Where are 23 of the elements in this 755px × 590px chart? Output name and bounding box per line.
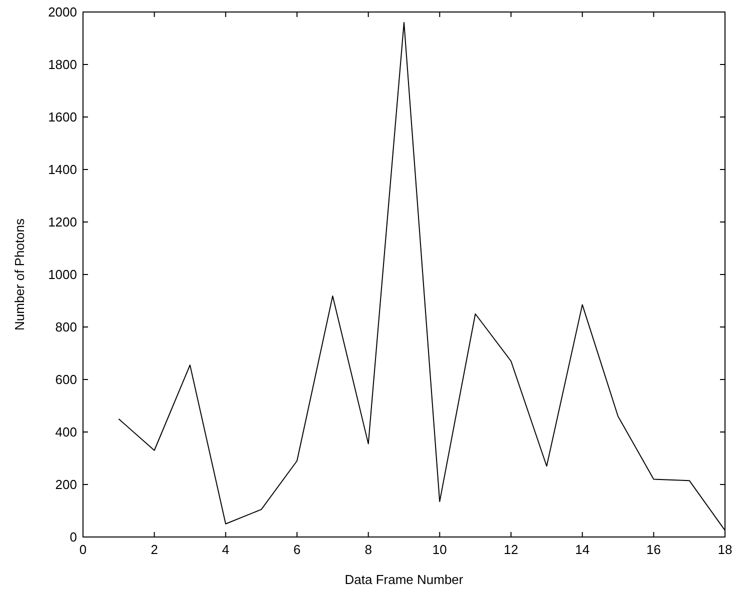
y-tick-label: 0 [70,530,77,544]
y-tick-label: 400 [55,424,77,440]
y-tick-label: 800 [55,320,77,334]
y-tick-label: 1000 [48,267,77,282]
x-tick-label: 10 [432,542,447,557]
y-tick-label: 200 [55,477,77,492]
y-tick-label: 1400 [48,162,77,177]
x-tick-label: 16 [646,542,661,557]
x-tick-label: 12 [504,542,518,557]
x-tick-label: 2 [150,542,158,557]
x-tick-label: 0 [79,542,87,557]
x-tick-label: 6 [293,542,301,557]
x-tick-label: 14 [575,542,590,557]
x-tick-label: 18 [718,542,732,557]
x-axis-title: Data Frame Number [344,572,464,587]
y-tick-label: 2000 [48,4,77,20]
y-tick-label: 1800 [48,57,77,72]
y-tick-label: 1600 [48,110,77,124]
x-tick-label: 4 [222,542,230,557]
x-tick-label: 8 [364,542,372,557]
y-axis-title: Number of Photons [12,218,27,331]
y-tick-label: 1200 [48,214,77,230]
y-tick-label: 600 [55,372,77,387]
